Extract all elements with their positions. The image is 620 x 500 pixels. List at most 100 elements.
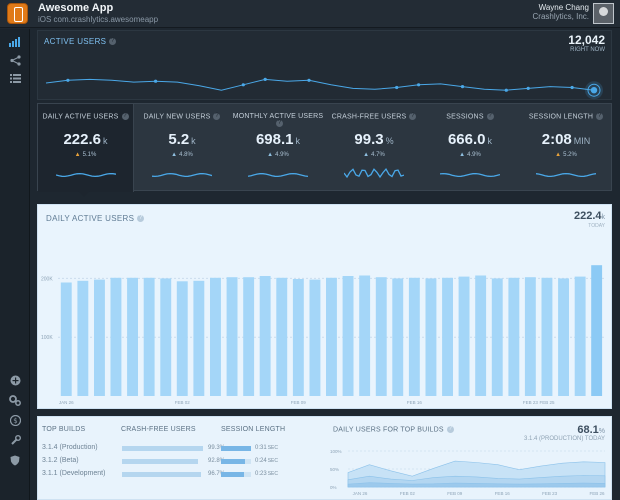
- x-tick-label: FEB 16: [495, 491, 511, 496]
- app-icon[interactable]: [7, 3, 28, 24]
- x-tick-label: JAN 26: [353, 491, 368, 496]
- user-name[interactable]: Wayne Chang: [538, 3, 589, 12]
- sparkline-path: [440, 172, 500, 178]
- top-builds-header: TOP BUILDS: [42, 426, 86, 433]
- metric-card[interactable]: SESSION LENGTH? 2:08 MIN ▲ 5.2%: [518, 104, 614, 192]
- bar[interactable]: [160, 278, 172, 396]
- share-nodes-icon[interactable]: [6, 51, 24, 69]
- bar[interactable]: [524, 277, 536, 396]
- help-icon[interactable]: ?: [596, 113, 604, 120]
- metric-label: SESSION LENGTH?: [518, 113, 614, 120]
- bar[interactable]: [326, 277, 337, 396]
- metric-sparkline: [152, 172, 212, 178]
- crash-free-value: 92.8%: [208, 458, 226, 464]
- metric-sparkline: [344, 167, 404, 179]
- y-tick-label: 0%: [330, 485, 337, 490]
- build-name: 3.1.1 (Development): [42, 470, 106, 477]
- metric-label-text: SESSION LENGTH: [528, 113, 594, 121]
- bar[interactable]: [226, 277, 238, 396]
- x-tick-label: FEB 09: [291, 400, 307, 405]
- bar[interactable]: [591, 265, 603, 396]
- bar[interactable]: [143, 277, 155, 396]
- bar[interactable]: [558, 278, 569, 396]
- metric-sparkline: [536, 172, 596, 178]
- bar[interactable]: [259, 276, 271, 396]
- bar[interactable]: [127, 277, 138, 396]
- bar[interactable]: [475, 275, 487, 397]
- help-icon[interactable]: ?: [409, 113, 417, 120]
- bar[interactable]: [94, 279, 105, 396]
- help-icon[interactable]: ?: [121, 113, 129, 120]
- metric-card[interactable]: DAILY ACTIVE USERS? 222.6 k ▲ 5.1%: [38, 104, 134, 192]
- bar[interactable]: [392, 278, 404, 396]
- bar[interactable]: [508, 277, 520, 396]
- bar[interactable]: [541, 277, 553, 396]
- dollar-icon[interactable]: $: [6, 411, 24, 429]
- active-users-point: [526, 86, 530, 90]
- bar[interactable]: [77, 280, 89, 396]
- metric-label-text: CRASH-FREE USERS: [331, 113, 407, 121]
- bar[interactable]: [574, 276, 586, 396]
- help-icon[interactable]: ?: [446, 426, 454, 433]
- metric-card[interactable]: CRASH-FREE USERS? 99.3% ▲ 4.7%: [326, 104, 422, 192]
- chart-value-sub: TODAY: [588, 223, 605, 229]
- x-tick-label: FEB 26: [589, 491, 605, 496]
- avatar[interactable]: [593, 3, 614, 24]
- bar[interactable]: [243, 277, 255, 396]
- metric-label-text: SESSIONS: [446, 113, 484, 121]
- help-icon[interactable]: ?: [109, 38, 117, 46]
- shield-icon[interactable]: [6, 451, 24, 469]
- list-icon[interactable]: [6, 69, 24, 87]
- metric-delta-value: 4.7%: [371, 152, 385, 158]
- crash-free-bar: [122, 446, 204, 451]
- gears-icon[interactable]: [6, 391, 24, 409]
- bar[interactable]: [442, 277, 453, 396]
- metric-unit: k: [103, 136, 108, 146]
- active-users-title: ACTIVE USERS?: [44, 37, 117, 46]
- bar[interactable]: [176, 281, 188, 396]
- bar[interactable]: [425, 278, 437, 396]
- x-tick-label: JAN 26: [59, 400, 74, 405]
- metric-label: SESSIONS?: [422, 113, 518, 120]
- bar[interactable]: [458, 276, 470, 396]
- active-users-point: [66, 78, 70, 82]
- crash-free-value: 96.7%: [208, 471, 226, 477]
- x-tick-label: FEB 09: [447, 491, 463, 496]
- metric-card[interactable]: SESSIONS? 666.0 k ▲ 4.9%: [422, 104, 518, 192]
- metric-delta-value: 4.9%: [467, 152, 481, 158]
- bar[interactable]: [375, 277, 387, 396]
- active-users-panel[interactable]: ACTIVE USERS? 12,042 RIGHT NOW: [37, 30, 612, 100]
- bar[interactable]: [491, 278, 503, 396]
- bar[interactable]: [292, 279, 304, 396]
- metric-card[interactable]: MONTHLY ACTIVE USERS? 698.1 k ▲ 4.9%: [230, 104, 326, 192]
- metric-card[interactable]: DAILY NEW USERS? 5.2 k ▲ 4.8%: [134, 104, 230, 192]
- help-icon[interactable]: ?: [276, 120, 283, 127]
- wrench-icon[interactable]: [6, 431, 24, 449]
- selected-metric-pointer: [78, 191, 90, 197]
- bar[interactable]: [193, 280, 205, 396]
- session-bar: [221, 446, 252, 451]
- help-icon[interactable]: ?: [486, 113, 494, 120]
- up-arrow-icon: ▲: [171, 152, 178, 158]
- plus-circle-icon[interactable]: [6, 371, 24, 389]
- active-users-point: [460, 85, 465, 89]
- sparkline-path: [56, 172, 116, 178]
- build-area-series: [347, 482, 606, 488]
- active-users-point: [241, 83, 245, 87]
- bar[interactable]: [342, 276, 354, 396]
- chart-value-unit: k: [601, 214, 606, 221]
- session-value-unit: SEC: [267, 471, 278, 477]
- bar[interactable]: [110, 277, 122, 396]
- active-users-sparkline: [45, 77, 603, 100]
- bar[interactable]: [210, 277, 221, 396]
- bar[interactable]: [408, 277, 420, 396]
- bar[interactable]: [276, 277, 288, 396]
- bar-chart-icon[interactable]: [6, 33, 24, 51]
- bar[interactable]: [60, 282, 72, 397]
- bar[interactable]: [309, 279, 321, 396]
- app-name[interactable]: Awesome App: [38, 2, 114, 14]
- bar[interactable]: [359, 275, 371, 397]
- help-icon[interactable]: ?: [213, 113, 221, 120]
- metric-number: 99.3: [354, 131, 384, 148]
- help-icon[interactable]: ?: [137, 215, 145, 223]
